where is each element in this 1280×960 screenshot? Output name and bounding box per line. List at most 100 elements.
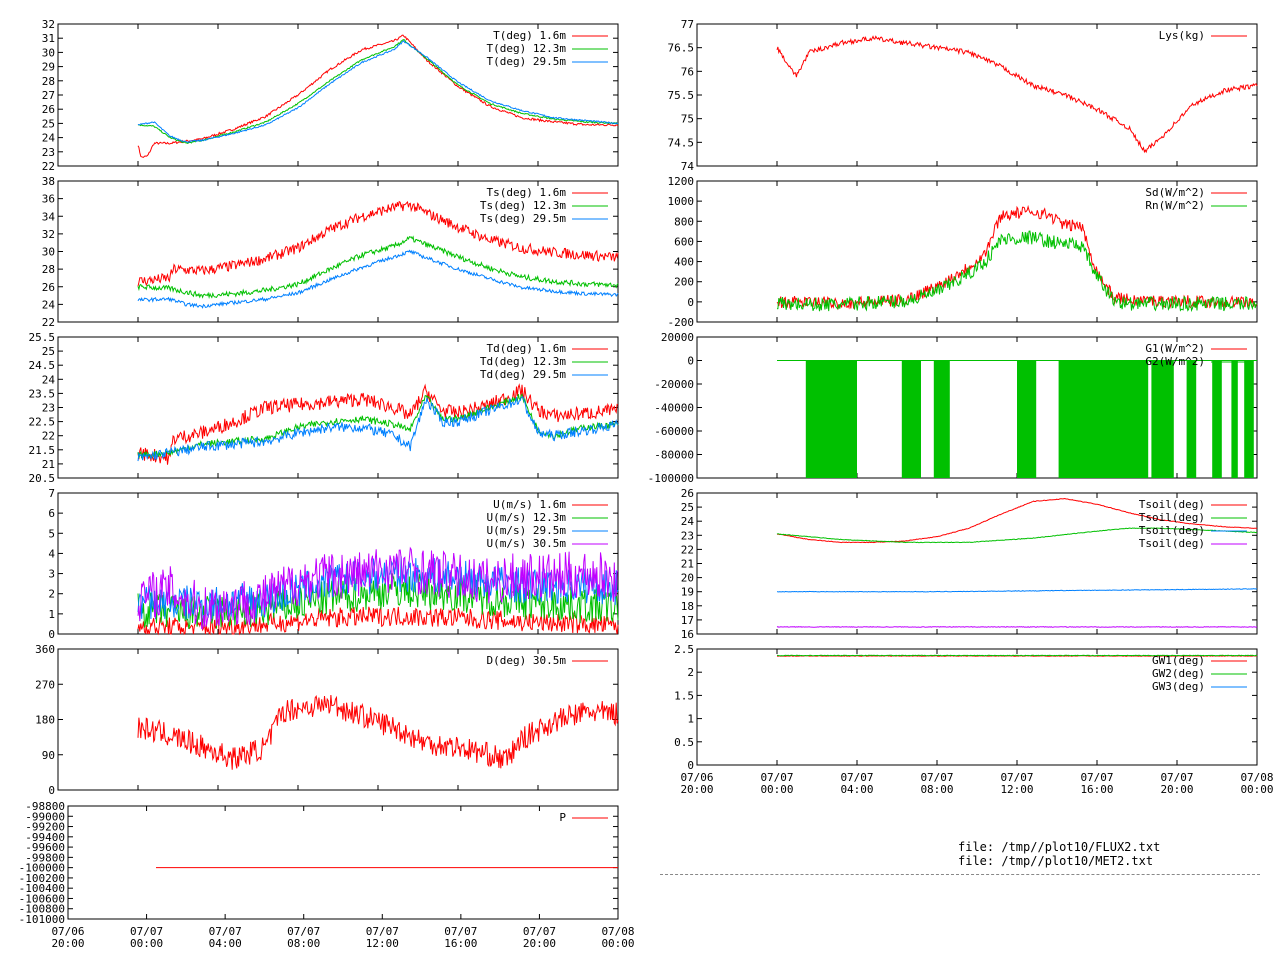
y-tick-label: -100000 xyxy=(648,472,694,485)
legend-label: U(m/s) 1.6m xyxy=(493,498,566,511)
y-tick-label: 25 xyxy=(681,501,694,514)
plot-frame xyxy=(57,492,619,635)
plot-frame xyxy=(67,805,619,920)
series-line xyxy=(137,235,619,300)
y-tick-label: -101000 xyxy=(19,913,65,926)
x-tick-label: 20:00 xyxy=(1160,783,1193,796)
file-list: file: /tmp//plot10/FLUX2.txt file: /tmp//… xyxy=(958,840,1160,868)
y-tick-label: 22 xyxy=(681,543,694,556)
y-tick-label: 27 xyxy=(42,89,55,102)
plot-frame xyxy=(696,180,1258,323)
x-tick-label: 07/07 xyxy=(130,925,163,938)
y-tick-label: -100800 xyxy=(19,903,65,916)
panel-p: -101000-100800-100600-100400-100200-1000… xyxy=(19,800,619,926)
legend-label: U(m/s) 12.3m xyxy=(487,511,567,524)
y-tick-label: 0 xyxy=(48,784,55,797)
y-tick-label: 1 xyxy=(687,713,694,726)
y-tick-label: 1.5 xyxy=(674,689,694,702)
series-bar xyxy=(1151,360,1174,478)
series-bar xyxy=(933,360,950,478)
x-tick-label: 07/07 xyxy=(366,925,399,938)
y-tick-label: 22 xyxy=(42,316,55,329)
y-tick-label: 76 xyxy=(681,65,694,78)
x-tick-label: 07/06 xyxy=(680,771,713,784)
plot-frame xyxy=(57,648,619,791)
y-tick-label: 24 xyxy=(42,298,56,311)
y-tick-label: -100600 xyxy=(19,892,65,905)
legend-label: Tsoil(deg) xyxy=(1139,511,1205,524)
y-tick-label: 0 xyxy=(687,355,694,368)
x-tick-label: 00:00 xyxy=(1240,783,1273,796)
y-tick-label: 20000 xyxy=(661,331,694,344)
series-bar xyxy=(1058,360,1149,478)
y-tick-label: 31 xyxy=(42,32,55,45)
series-bar xyxy=(1017,360,1037,478)
series-line xyxy=(137,383,619,465)
y-tick-label: 26 xyxy=(42,103,55,116)
series-line xyxy=(776,35,1258,154)
y-tick-label: -99800 xyxy=(25,851,65,864)
y-tick-label: 74.5 xyxy=(668,136,695,149)
panel-sd: -200 0 200 400 600 800 1000 1200 Sd(W/m^2)Rn(W/m… xyxy=(668,175,1258,329)
y-tick-label: -99400 xyxy=(25,831,65,844)
series-line xyxy=(137,395,619,462)
x-tick-label: 07/07 xyxy=(523,925,556,938)
series-bar xyxy=(1231,360,1238,478)
series-line xyxy=(776,230,1258,313)
legend-label: U(m/s) 29.5m xyxy=(487,524,567,537)
y-tick-label: 22 xyxy=(42,430,55,443)
y-tick-label: 28 xyxy=(42,263,55,276)
panel-g: -100000 -80000 -60000 -40000 -20000 0 20000 G1(… xyxy=(648,331,1258,485)
x-tick-label: 07/07 xyxy=(287,925,320,938)
y-tick-label: 16 xyxy=(681,628,694,641)
x-tick-label: 07/07 xyxy=(209,925,242,938)
legend-label: Lys(kg) xyxy=(1159,29,1205,42)
legend-label: Tsoil(deg) xyxy=(1139,524,1205,537)
y-tick-label: 19 xyxy=(681,586,694,599)
series-bar xyxy=(1212,360,1222,478)
x-tick-label: 00:00 xyxy=(130,937,163,950)
x-tick-label: 07/06 xyxy=(51,925,84,938)
y-tick-label: 22.5 xyxy=(29,416,56,429)
y-tick-label: 21 xyxy=(681,558,694,571)
series-bar xyxy=(1186,360,1197,478)
legend-label: Rn(W/m^2) xyxy=(1145,199,1205,212)
y-tick-label: 2 xyxy=(48,588,55,601)
legend-label: Tsoil(deg) xyxy=(1139,498,1205,511)
legend-label: P xyxy=(559,811,566,824)
plot-frame xyxy=(696,648,1258,766)
series-line xyxy=(776,497,1258,544)
legend-label: Sd(W/m^2) xyxy=(1145,186,1205,199)
series-line xyxy=(776,204,1258,311)
y-tick-label: 30 xyxy=(42,46,55,59)
y-tick-label: 23 xyxy=(681,529,694,542)
y-tick-label: 2 xyxy=(687,666,694,679)
y-tick-label: 24 xyxy=(42,132,56,145)
y-tick-label: 21.5 xyxy=(29,444,56,457)
panel-lys: 74 74.5 75 75.5 76 76.5 77 Lys(kg) xyxy=(668,18,1258,173)
series-line xyxy=(137,200,619,287)
series-bar xyxy=(901,360,921,478)
x-tick-label: 07/07 xyxy=(920,771,953,784)
y-tick-label: 1000 xyxy=(668,195,695,208)
legend-label: Ts(deg) 12.3m xyxy=(480,199,566,212)
legend-label: Tsoil(deg) xyxy=(1139,537,1205,550)
file-label-flux: file: /tmp//plot10/FLUX2.txt xyxy=(958,840,1161,854)
x-tick-label: 08:00 xyxy=(920,783,953,796)
x-tick-label: 00:00 xyxy=(601,937,634,950)
series-line xyxy=(137,40,619,143)
y-tick-label: 32 xyxy=(42,228,55,241)
series-line xyxy=(137,39,619,144)
legend-label: G1(W/m^2) xyxy=(1145,342,1205,355)
x-tick-label: 16:00 xyxy=(444,937,477,950)
y-tick-label: 75.5 xyxy=(668,89,695,102)
y-tick-label: 26 xyxy=(681,487,694,500)
y-tick-label: 29 xyxy=(42,61,55,74)
y-tick-label: 23 xyxy=(42,402,55,415)
legend-label: D(deg) 30.5m xyxy=(487,654,567,667)
y-tick-label: 400 xyxy=(674,256,694,269)
separator-line xyxy=(660,874,1260,875)
y-tick-label: 23 xyxy=(42,146,55,159)
